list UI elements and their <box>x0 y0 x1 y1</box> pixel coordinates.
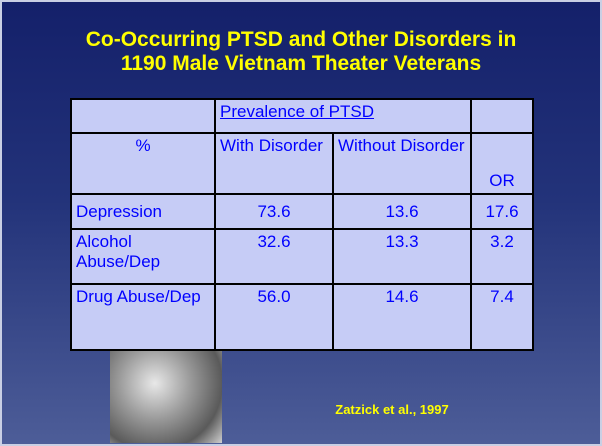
row-label: Drug Abuse/Dep <box>71 284 215 350</box>
table-row: % With Disorder Without Disorder OR <box>71 133 533 194</box>
table-row: Prevalence of PTSD <box>71 99 533 133</box>
slide-title: Co-Occurring PTSD and Other Disorders in… <box>2 28 600 76</box>
table-row: Drug Abuse/Dep 56.0 14.6 7.4 <box>71 284 533 350</box>
table-row: Alcohol Abuse/Dep 32.6 13.3 3.2 <box>71 229 533 284</box>
header-cell: With Disorder <box>215 133 333 194</box>
table-cell: 7.4 <box>471 284 533 350</box>
header-cell: Without Disorder <box>333 133 471 194</box>
table-cell: 73.6 <box>215 194 333 229</box>
table-cell <box>71 99 215 133</box>
title-line: 1190 Male Vietnam Theater Veterans <box>2 52 600 76</box>
row-label: Depression <box>71 194 215 229</box>
row-label: Alcohol Abuse/Dep <box>71 229 215 284</box>
header-cell: % <box>71 133 215 194</box>
table-cell: 14.6 <box>333 284 471 350</box>
table-cell: 32.6 <box>215 229 333 284</box>
table-cell <box>471 99 533 133</box>
table-row: Depression 73.6 13.6 17.6 <box>71 194 533 229</box>
table-cell: 3.2 <box>471 229 533 284</box>
table-cell: 17.6 <box>471 194 533 229</box>
group-header: Prevalence of PTSD <box>215 99 471 133</box>
table-cell: 13.6 <box>333 194 471 229</box>
photo <box>110 351 222 443</box>
slide: Co-Occurring PTSD and Other Disorders in… <box>0 0 602 446</box>
data-table: Prevalence of PTSD % With Disorder Witho… <box>70 98 534 351</box>
citation: Zatzick et al., 1997 <box>302 402 482 417</box>
table-cell: 56.0 <box>215 284 333 350</box>
header-cell: OR <box>471 133 533 194</box>
table-cell: 13.3 <box>333 229 471 284</box>
title-line: Co-Occurring PTSD and Other Disorders in <box>2 28 600 52</box>
